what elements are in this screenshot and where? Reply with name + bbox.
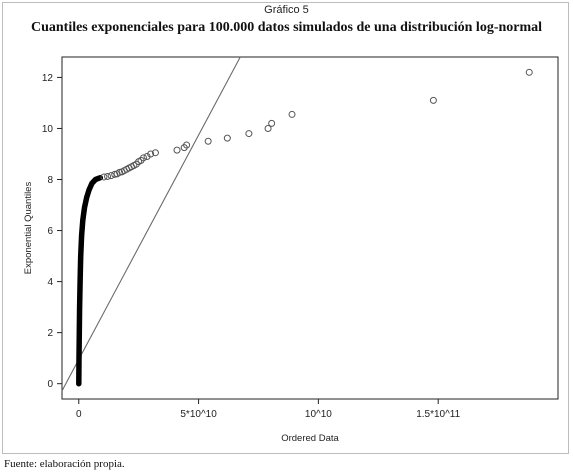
data-point-22 (204, 137, 212, 145)
y-tick-label-5: 10 (42, 124, 54, 135)
x-tick-label-2: 10^10 (305, 409, 332, 420)
y-tick-label-4: 8 (47, 175, 53, 186)
plot-area (61, 56, 559, 400)
data-point-0 (100, 173, 108, 181)
data-point-17 (147, 150, 155, 158)
data-point-19 (173, 146, 181, 154)
y-tick-label-6: 12 (42, 73, 54, 84)
data-point-15 (139, 154, 147, 162)
data-point-24 (245, 130, 253, 138)
data-point-26 (268, 119, 276, 127)
data-point-23 (223, 134, 231, 142)
y-tick-label-3: 6 (47, 226, 53, 237)
dense-point-band (76, 174, 104, 387)
x-tick-label-0: 0 (76, 409, 82, 420)
figure-frame (2, 2, 569, 454)
reference-line (61, 56, 241, 392)
data-point-18 (151, 149, 159, 157)
figure-source: Fuente: elaboración propia. (4, 458, 125, 470)
chart-marks: 0 5*10^10 10^10 1.5*10^11 0 2 4 6 8 10 12 (42, 56, 533, 420)
figure-title: Cuantiles exponenciales para 100.000 dat… (30, 20, 543, 35)
x-tick-label-1: 5*10^10 (180, 409, 217, 420)
x-axis-label: Ordered Data (281, 433, 339, 444)
data-point-27 (288, 110, 296, 118)
data-point-29 (525, 68, 533, 76)
figure-number: Gráfico 5 (264, 4, 309, 16)
data-point-2 (107, 172, 115, 180)
y-axis-label: Exponential Quantiles (23, 182, 34, 275)
data-point-28 (429, 96, 437, 104)
data-point-21 (183, 141, 191, 149)
y-tick-label-0: 0 (47, 379, 53, 390)
data-point-1 (104, 172, 112, 180)
y-tick-label-2: 4 (47, 277, 53, 288)
data-point-25 (264, 124, 272, 132)
x-tick-label-3: 1.5*10^11 (416, 409, 460, 420)
y-tick-label-1: 2 (47, 328, 53, 339)
